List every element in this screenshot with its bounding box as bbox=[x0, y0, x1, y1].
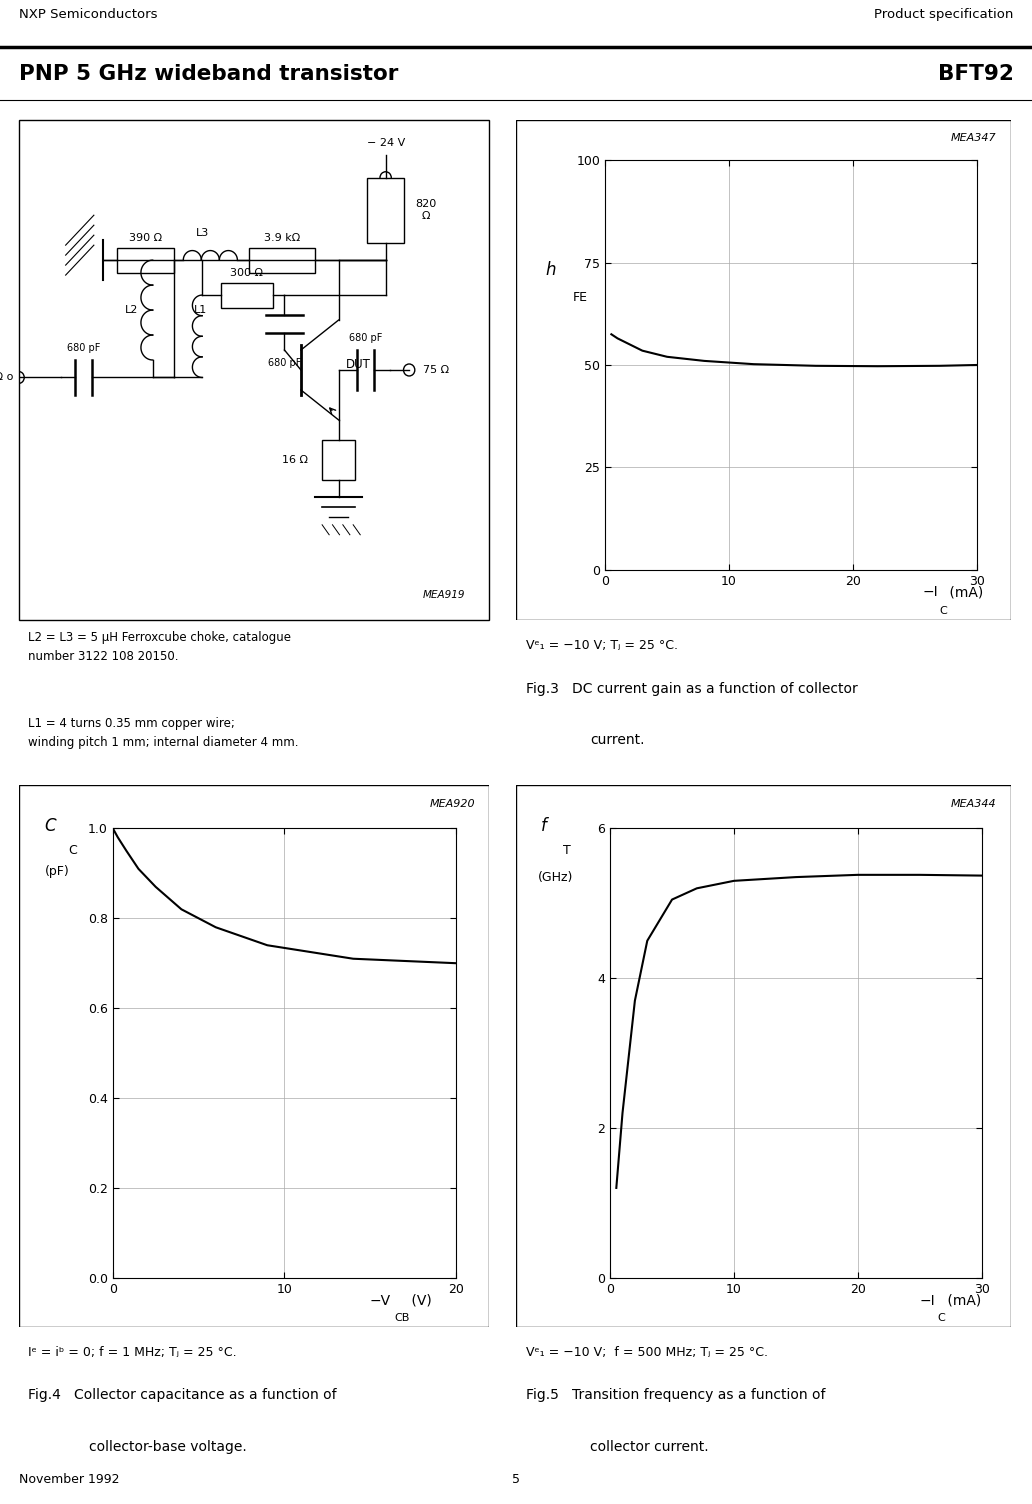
Text: L3: L3 bbox=[195, 227, 208, 238]
Bar bbox=[366, 177, 405, 242]
Text: collector-base voltage.: collector-base voltage. bbox=[89, 1439, 247, 1454]
Text: C: C bbox=[937, 1313, 945, 1324]
Text: C: C bbox=[939, 606, 947, 615]
Text: collector current.: collector current. bbox=[590, 1439, 709, 1454]
Text: −I: −I bbox=[920, 1293, 935, 1307]
Text: DUT: DUT bbox=[346, 358, 370, 371]
Text: 680 pF: 680 pF bbox=[349, 332, 382, 343]
Text: 820
Ω: 820 Ω bbox=[415, 200, 437, 221]
Text: Fig.5   Transition frequency as a function of: Fig.5 Transition frequency as a function… bbox=[526, 1388, 826, 1403]
Bar bbox=[221, 283, 272, 308]
Text: L2 = L3 = 5 μH Ferroxcube choke, catalogue
number 3122 108 20150.: L2 = L3 = 5 μH Ferroxcube choke, catalog… bbox=[28, 632, 291, 663]
Text: (V): (V) bbox=[408, 1293, 432, 1307]
Text: L1 = 4 turns 0.35 mm copper wire;
winding pitch 1 mm; internal diameter 4 mm.: L1 = 4 turns 0.35 mm copper wire; windin… bbox=[28, 717, 298, 749]
Text: Fig.4   Collector capacitance as a function of: Fig.4 Collector capacitance as a functio… bbox=[28, 1388, 336, 1403]
Text: FE: FE bbox=[573, 292, 588, 304]
Text: PNP 5 GHz wideband transistor: PNP 5 GHz wideband transistor bbox=[19, 65, 398, 84]
Text: Iᵉ = iᵇ = 0; f = 1 MHz; Tⱼ = 25 °C.: Iᵉ = iᵇ = 0; f = 1 MHz; Tⱼ = 25 °C. bbox=[28, 1346, 236, 1358]
Text: (mA): (mA) bbox=[943, 1293, 981, 1307]
Text: NXP Semiconductors: NXP Semiconductors bbox=[19, 8, 157, 21]
Text: Fig.3   DC current gain as a function of collector: Fig.3 DC current gain as a function of c… bbox=[526, 681, 858, 696]
Text: L2: L2 bbox=[125, 305, 138, 314]
Text: current.: current. bbox=[590, 732, 645, 747]
Text: h: h bbox=[546, 262, 556, 280]
Text: L1: L1 bbox=[194, 305, 206, 314]
Bar bbox=[118, 248, 173, 272]
Text: 680 pF: 680 pF bbox=[267, 358, 301, 367]
Text: C: C bbox=[68, 844, 76, 857]
Text: C: C bbox=[44, 817, 56, 835]
Text: MEA344: MEA344 bbox=[950, 799, 997, 809]
Text: MEA347: MEA347 bbox=[950, 132, 997, 143]
Text: Product specification: Product specification bbox=[874, 8, 1013, 21]
Text: f: f bbox=[541, 817, 547, 835]
Text: 75 Ω o: 75 Ω o bbox=[0, 373, 13, 382]
Text: 3.9 kΩ: 3.9 kΩ bbox=[264, 233, 300, 242]
Bar bbox=[249, 248, 315, 272]
Text: CB: CB bbox=[394, 1313, 410, 1324]
Text: (GHz): (GHz) bbox=[539, 871, 574, 884]
Text: 300 Ω: 300 Ω bbox=[230, 268, 263, 278]
Text: BFT92: BFT92 bbox=[937, 65, 1013, 84]
Text: (mA): (mA) bbox=[945, 585, 983, 599]
Text: 75 Ω: 75 Ω bbox=[423, 365, 449, 374]
Text: Vᵉ₁ = −10 V; Tⱼ = 25 °C.: Vᵉ₁ = −10 V; Tⱼ = 25 °C. bbox=[526, 639, 678, 651]
Text: −V: −V bbox=[369, 1293, 390, 1307]
Text: MEA919: MEA919 bbox=[423, 590, 465, 600]
Text: 680 pF: 680 pF bbox=[67, 343, 100, 352]
Text: Vᵉ₁ = −10 V;  f = 500 MHz; Tⱼ = 25 °C.: Vᵉ₁ = −10 V; f = 500 MHz; Tⱼ = 25 °C. bbox=[526, 1346, 768, 1358]
Bar bbox=[322, 439, 355, 480]
Text: 390 Ω: 390 Ω bbox=[129, 233, 162, 242]
Text: (pF): (pF) bbox=[44, 865, 69, 878]
Text: 5: 5 bbox=[512, 1474, 520, 1486]
Text: T: T bbox=[563, 844, 571, 857]
Text: MEA920: MEA920 bbox=[429, 799, 475, 809]
Text: 16 Ω: 16 Ω bbox=[282, 454, 308, 465]
Text: Fig.2  Intermodulation distortion test circuit.: Fig.2 Intermodulation distortion test ci… bbox=[136, 857, 442, 872]
Text: −I: −I bbox=[923, 585, 938, 599]
Text: November 1992: November 1992 bbox=[19, 1474, 119, 1486]
Text: − 24 V: − 24 V bbox=[366, 138, 405, 147]
